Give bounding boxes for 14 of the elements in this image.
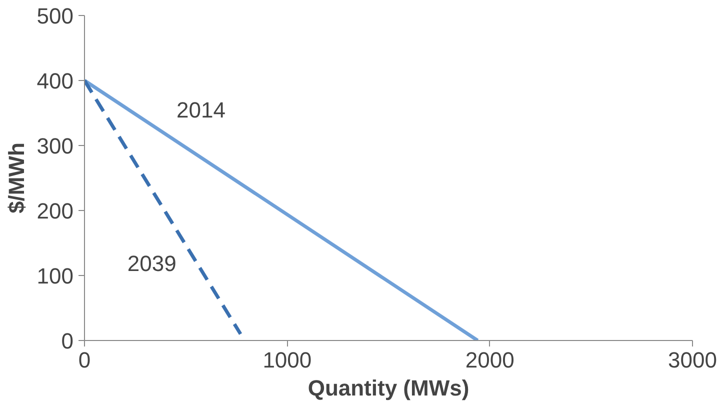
x-tick-label: 3000 [668,348,717,372]
series-label: 2014 [176,98,226,123]
y-tick-label: 0 [61,328,74,354]
series-label: 2039 [127,251,176,276]
y-tick-label: 400 [36,68,74,94]
x-tick-label: 0 [78,348,91,372]
y-tick-label: 300 [36,134,74,158]
x-tick-label: 1000 [262,348,312,372]
x-tick-label: 2000 [465,348,514,372]
y-tick-label: 500 [36,4,74,28]
y-tick-label: 100 [36,264,74,288]
x-axis-title: Quantity (MWs) [308,376,470,400]
y-axis-title: $/MWh [4,142,29,214]
y-tick-label: 200 [36,198,74,224]
